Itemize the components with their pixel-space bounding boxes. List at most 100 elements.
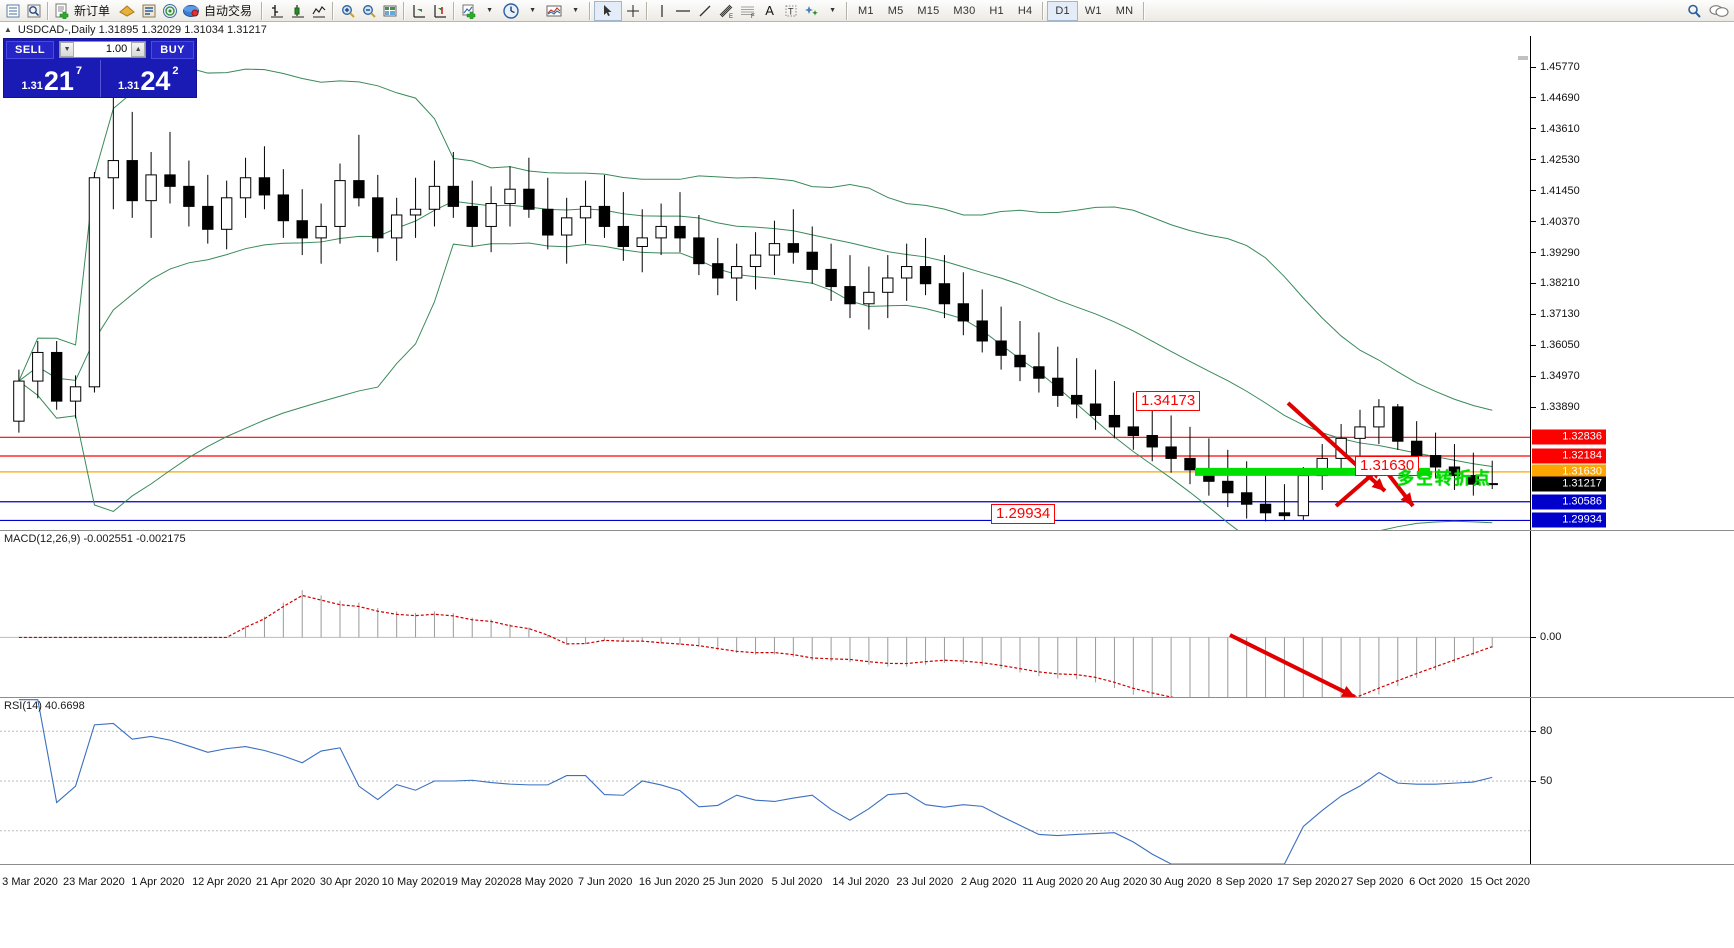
timeframe-m30[interactable]: M30 xyxy=(953,4,976,17)
macd-axis[interactable]: 0.00 xyxy=(1530,531,1734,697)
one-click-trading-panel: SELL ▼ 1.00 ▲ BUY 1.31 21 7 1.31 24 2 xyxy=(3,38,197,98)
macd-plot-area[interactable] xyxy=(0,531,1530,697)
navigator-icon[interactable] xyxy=(138,1,159,21)
collapse-triangle-icon[interactable]: ▲ xyxy=(4,25,12,34)
toolbar-separator xyxy=(646,1,649,20)
expert-advisor-icon[interactable] xyxy=(116,1,138,21)
timeframe-m5[interactable]: M5 xyxy=(887,4,904,17)
annotation-high-price[interactable]: 1.34173 xyxy=(1136,391,1201,411)
date-axis-label: 30 Aug 2020 xyxy=(1149,876,1212,888)
macd-axis-tick: 0.00 xyxy=(1531,631,1561,643)
fibonacci-icon[interactable]: F xyxy=(737,1,759,21)
rsi-pane[interactable]: RSI(14) 40.6698 80 50 xyxy=(0,697,1734,864)
candlestick-chart-icon[interactable] xyxy=(287,1,308,21)
line-chart-icon[interactable] xyxy=(308,1,329,21)
search-icon[interactable] xyxy=(1684,1,1706,21)
buy-price-display[interactable]: 1.31 24 2 xyxy=(99,60,197,97)
data-window-icon[interactable] xyxy=(23,1,44,21)
price-axis-tick: 1.38210 xyxy=(1531,277,1580,289)
price-axis-tick: 1.40370 xyxy=(1531,216,1580,228)
chat-icon[interactable] xyxy=(1706,1,1732,21)
annotation-chinese-note[interactable]: 多空转折点 xyxy=(1397,469,1492,488)
arrows-dropdown-caret[interactable]: ▼ xyxy=(829,7,836,14)
price-candles-svg xyxy=(0,43,1530,530)
zoom-in-icon[interactable] xyxy=(337,1,358,21)
price-plot-area[interactable] xyxy=(0,36,1530,530)
chart-shift-icon[interactable] xyxy=(408,1,429,21)
date-axis-label: 14 Jul 2020 xyxy=(832,876,890,888)
annotation-low-price[interactable]: 1.29934 xyxy=(991,504,1056,524)
volume-stepper[interactable]: ▼ 1.00 ▲ xyxy=(59,41,147,58)
equidistant-channel-icon[interactable]: E xyxy=(715,1,737,21)
strategy-tester-icon[interactable]: 自动交易 xyxy=(180,1,258,21)
text-icon[interactable]: A xyxy=(765,3,774,18)
price-axis-chip[interactable]: 1.32836 xyxy=(1532,429,1606,445)
chart-container[interactable]: 1.45770 1.44690 1.43610 1.42530 1.41450 1.403… xyxy=(0,36,1734,912)
macd-pane[interactable]: MACD(12,26,9) -0.002551 -0.002175 0.00 xyxy=(0,530,1734,697)
price-axis-tick: 1.36050 xyxy=(1531,339,1580,351)
price-axis-tick: 1.43610 xyxy=(1531,123,1580,135)
price-axis[interactable]: 1.45770 1.44690 1.43610 1.42530 1.41450 1.403… xyxy=(1530,36,1734,530)
signals-icon[interactable] xyxy=(159,1,180,21)
timeframe-mn[interactable]: MN xyxy=(1115,4,1134,17)
volume-input[interactable]: 1.00 xyxy=(74,42,132,57)
price-axis-chip[interactable]: 1.31217 xyxy=(1532,476,1606,492)
templates-icon[interactable] xyxy=(543,1,565,21)
auto-scroll-icon[interactable] xyxy=(429,1,450,21)
timeframe-w1[interactable]: W1 xyxy=(1084,4,1102,17)
chart-scroll-handle[interactable] xyxy=(1518,56,1528,60)
date-axis-label: 17 Sep 2020 xyxy=(1277,876,1340,888)
sell-button[interactable]: SELL xyxy=(6,40,55,59)
volume-decrease-button[interactable]: ▼ xyxy=(60,42,75,57)
price-axis-chip[interactable]: 1.30586 xyxy=(1532,494,1606,510)
date-axis-pane[interactable]: 3 Mar 2020 23 Mar 2020 1 Apr 2020 12 Apr 20… xyxy=(0,864,1734,912)
grid-icon[interactable] xyxy=(379,1,400,21)
rsi-plot-area[interactable] xyxy=(0,698,1530,864)
price-axis-tick: 1.41450 xyxy=(1531,185,1580,197)
date-axis-label: 1 Apr 2020 xyxy=(131,876,185,888)
periods-icon[interactable] xyxy=(500,1,522,21)
market-watch-icon[interactable] xyxy=(2,1,23,21)
date-axis-label: 15 Oct 2020 xyxy=(1470,876,1530,888)
timeframe-d1[interactable]: D1 xyxy=(1047,0,1078,21)
price-axis-chip[interactable]: 1.29934 xyxy=(1532,512,1606,528)
timeframe-h1[interactable]: H1 xyxy=(989,4,1004,17)
price-pane[interactable]: 1.45770 1.44690 1.43610 1.42530 1.41450 1.403… xyxy=(0,36,1734,530)
new-order-button[interactable]: 新订单 xyxy=(52,1,116,21)
zoom-out-icon[interactable] xyxy=(358,1,379,21)
date-axis-label: 20 Aug 2020 xyxy=(1085,876,1148,888)
timeframe-m1[interactable]: M1 xyxy=(858,4,874,17)
price-axis-chip[interactable]: 1.31630 xyxy=(1532,464,1606,480)
arrows-icon[interactable] xyxy=(801,1,822,21)
price-axis-tick: 1.37130 xyxy=(1531,308,1580,320)
trendline-icon[interactable] xyxy=(694,1,715,21)
rsi-svg xyxy=(0,699,1530,864)
date-axis-label: 30 Apr 2020 xyxy=(319,876,380,888)
timeframe-h4[interactable]: H4 xyxy=(1017,4,1033,17)
rsi-axis[interactable]: 80 50 xyxy=(1530,698,1734,864)
buy-button[interactable]: BUY xyxy=(151,40,194,59)
rsi-axis-tick: 50 xyxy=(1531,775,1552,787)
toolbar-separator xyxy=(453,1,456,20)
volume-increase-button[interactable]: ▲ xyxy=(131,42,146,57)
buy-price-prefix: 1.31 xyxy=(117,80,140,92)
price-axis-chip[interactable]: 1.32184 xyxy=(1532,448,1606,464)
bar-chart-icon[interactable] xyxy=(266,1,287,21)
crosshair-icon[interactable] xyxy=(622,1,643,21)
sell-price-display[interactable]: 1.31 21 7 xyxy=(4,60,100,97)
vertical-line-icon[interactable] xyxy=(651,1,672,21)
periods-dropdown-caret[interactable]: ▼ xyxy=(529,7,536,14)
date-axis-label: 11 Aug 2020 xyxy=(1022,876,1084,888)
timeframe-m15[interactable]: M15 xyxy=(917,4,940,17)
annotation-mid-price[interactable]: 1.31630 xyxy=(1355,456,1420,476)
date-axis-label: 5 Jul 2020 xyxy=(771,876,823,888)
indicators-icon[interactable] xyxy=(458,1,479,21)
indicators-dropdown-caret[interactable]: ▼ xyxy=(486,7,493,14)
cursor-icon[interactable] xyxy=(594,0,623,21)
auto-trading-label: 自动交易 xyxy=(204,4,253,18)
text-label-icon[interactable]: T xyxy=(780,1,801,21)
horizontal-line-icon[interactable] xyxy=(672,1,694,21)
templates-dropdown-caret[interactable]: ▼ xyxy=(572,7,579,14)
date-axis-label: 16 Jun 2020 xyxy=(638,876,700,888)
date-axis-label: 12 Apr 2020 xyxy=(192,876,252,888)
